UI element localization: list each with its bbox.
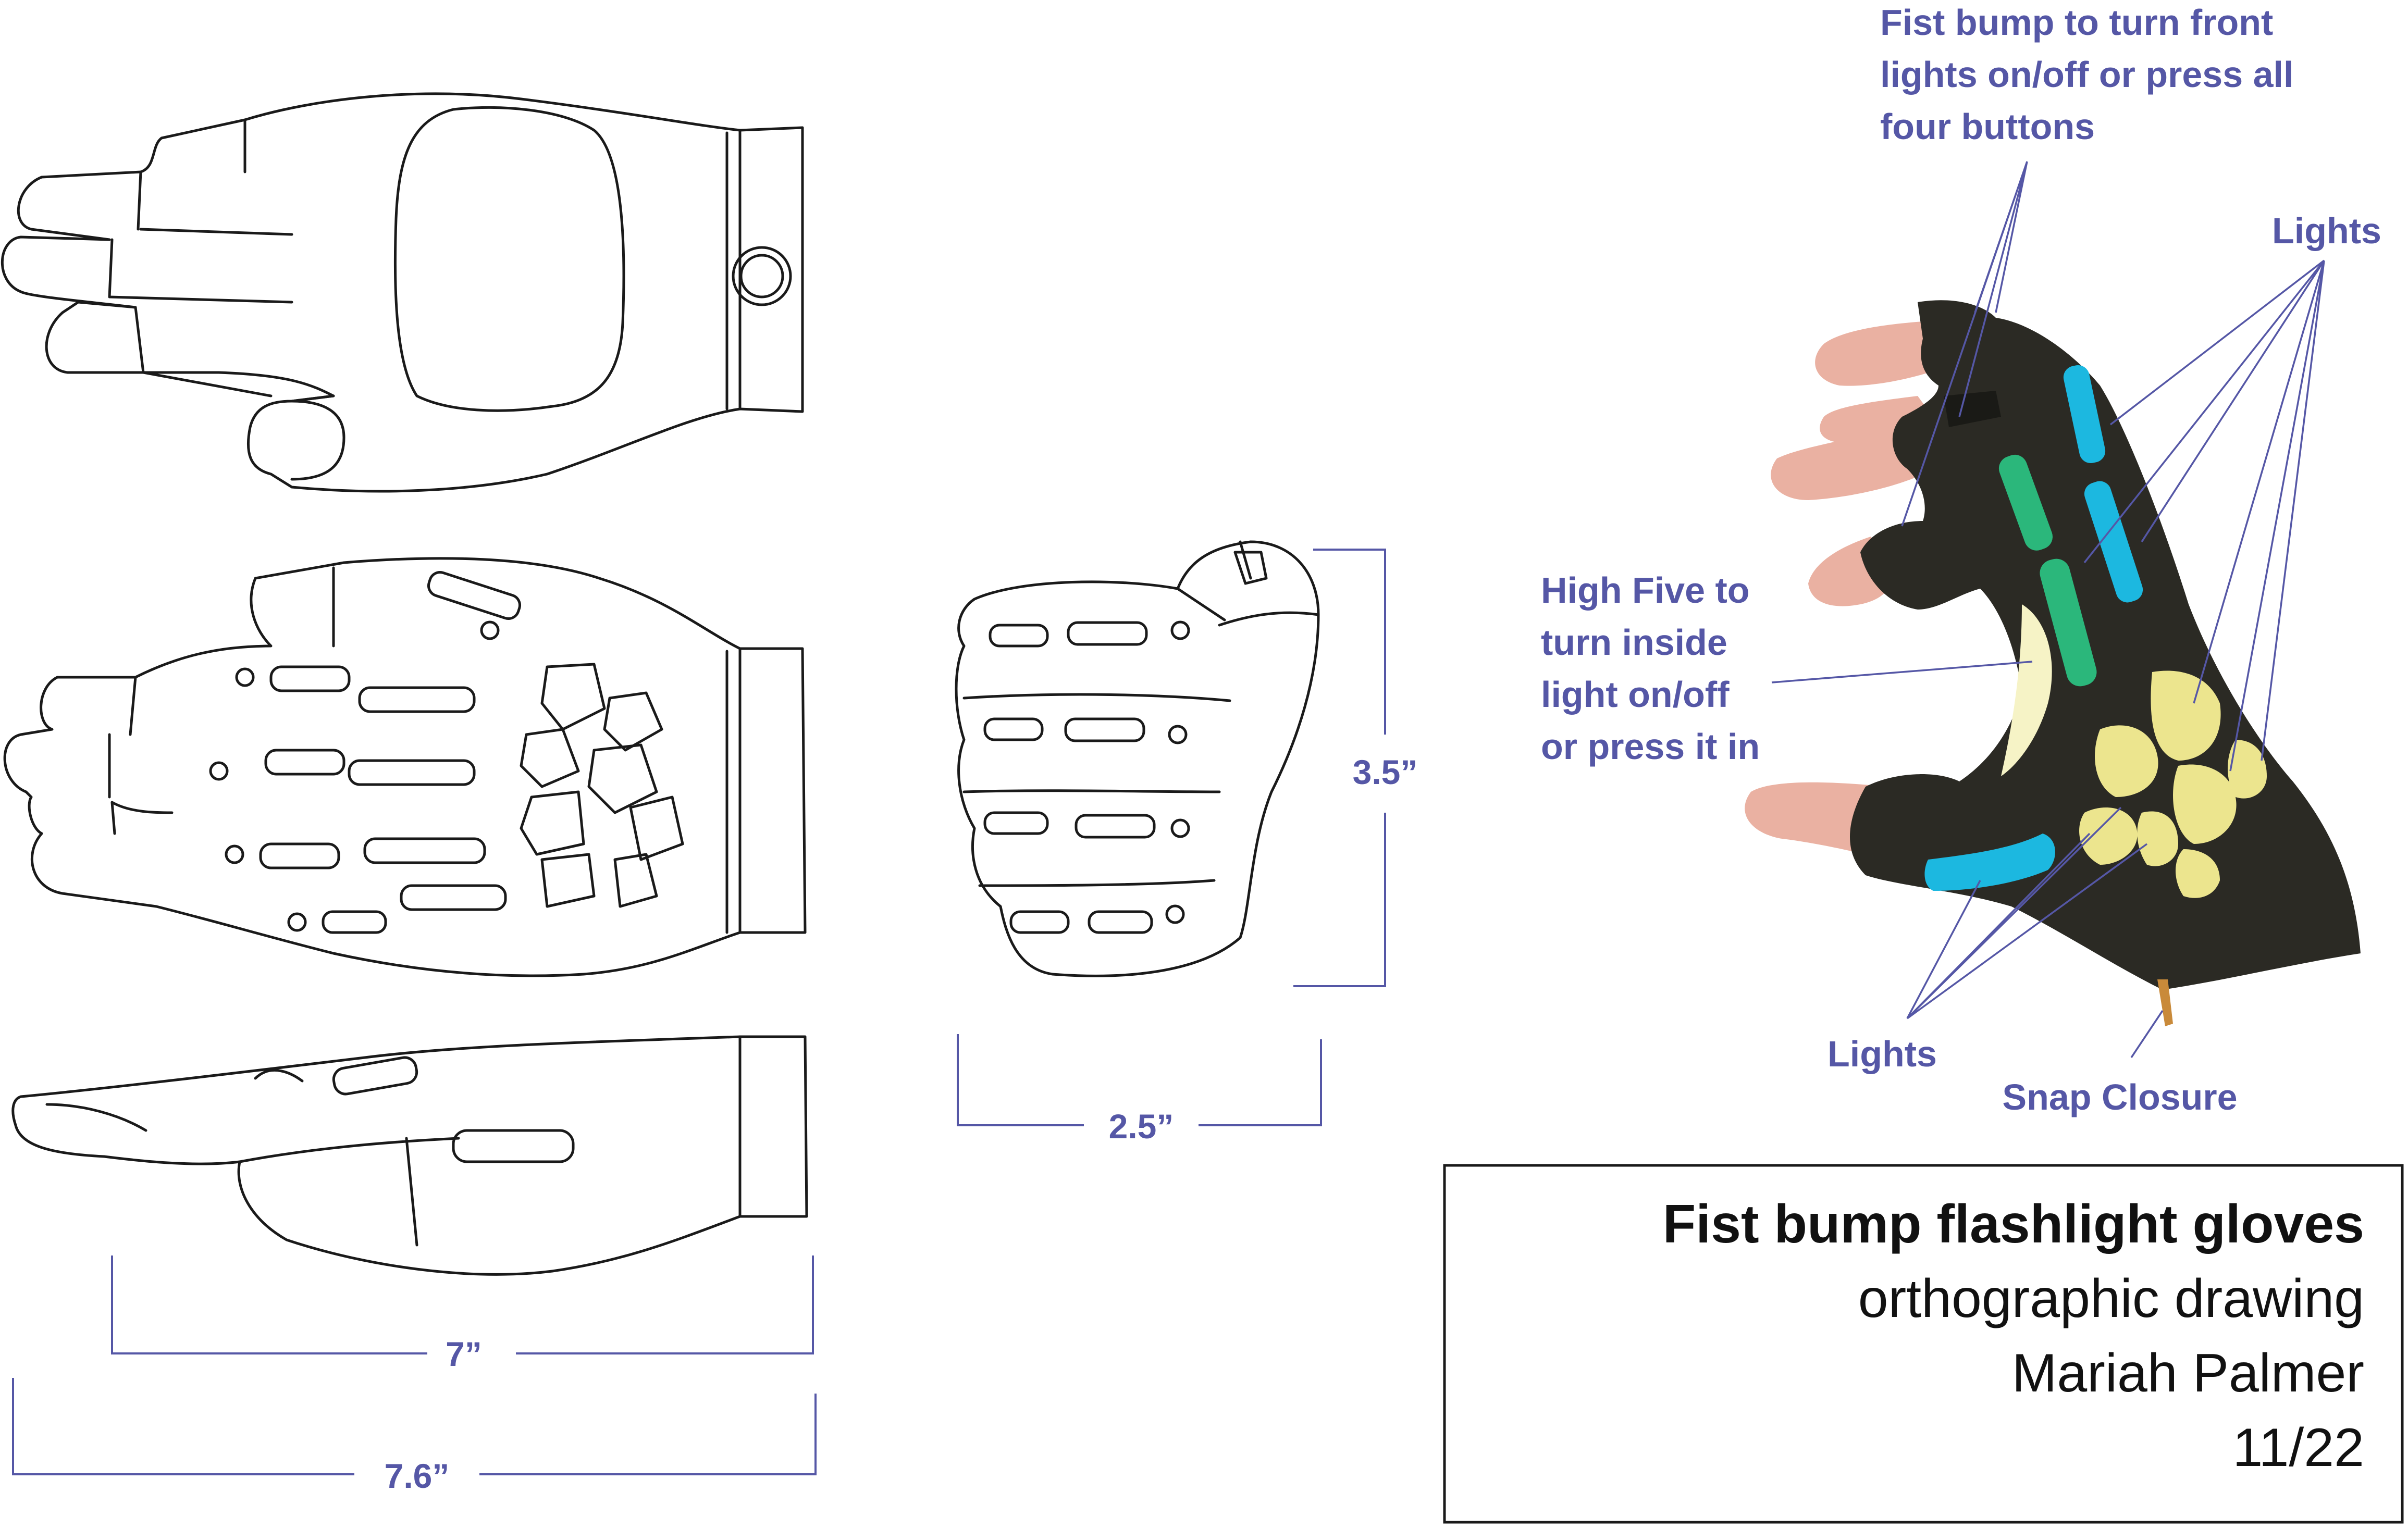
palm-view-glove	[3, 557, 807, 977]
fist-view-glove	[955, 540, 1320, 977]
dimension-total-length: 7.6”	[12, 1378, 817, 1495]
annotation-fist-bump-line-1: Fist bump to turn front	[1880, 2, 2273, 43]
top-view-thumb	[290, 400, 345, 481]
annotation-fist-bump-line-3: four buttons	[1880, 106, 2095, 147]
side-view-glove	[11, 1035, 808, 1276]
side-view-bone	[332, 1056, 418, 1096]
palm-view-bones	[209, 571, 684, 934]
title-block-frame	[1443, 1164, 2404, 1524]
dimension-fist-height: 3.5”	[1293, 549, 1418, 987]
top-view-palm-panel	[393, 106, 625, 412]
fingertip-top	[1815, 320, 1949, 386]
dimension-hand-length-label: 7”	[446, 1335, 482, 1373]
annotation-fist-bump-line-2: lights on/off or press all	[1880, 54, 2293, 95]
title-block-title: Fist bump flashlight gloves	[1663, 1194, 2364, 1254]
top-view-snap	[732, 246, 792, 306]
blue-light-1	[2063, 365, 2106, 464]
title-block-subtitle: orthographic drawing	[1858, 1269, 2364, 1329]
dimension-fist-width: 2.5”	[957, 1034, 1322, 1146]
title-block-date: 11/22	[2232, 1418, 2364, 1478]
annotation-snap-closure: Snap Closure	[2002, 1077, 2237, 1117]
annotation-high-five: High Five to turn inside light on/off or…	[1541, 570, 1760, 767]
leader-lines	[1771, 161, 2325, 1058]
annotation-fist-bump: Fist bump to turn front lights on/off or…	[1880, 2, 2293, 147]
annotation-high-five-line-3: light on/off	[1541, 674, 1730, 715]
top-view-glove	[1, 92, 804, 493]
colored-glove-illustration	[1745, 300, 2361, 1026]
annotation-high-five-line-1: High Five to	[1541, 570, 1750, 611]
dimension-fist-width-label: 2.5”	[1109, 1107, 1174, 1146]
annotation-lights-top: Lights	[2272, 210, 2381, 251]
annotation-lights-bottom: Lights	[1827, 1034, 1937, 1074]
fist-view-outline	[955, 540, 1320, 977]
inside-light	[2001, 604, 2052, 776]
top-view-outline	[1, 92, 804, 493]
dimension-hand-length: 7”	[111, 1255, 814, 1373]
side-view-bone	[452, 1129, 575, 1163]
top-view-snap-inner	[739, 254, 784, 299]
yellow-lights	[2079, 670, 2267, 898]
palm-view-outline	[3, 557, 807, 977]
green-light-1	[1998, 454, 2053, 551]
green-light-2	[2040, 558, 2097, 687]
glove-cuff-edge	[2157, 979, 2173, 1026]
blue-light-2	[2084, 481, 2143, 603]
annotation-high-five-line-2: turn inside	[1541, 622, 1727, 663]
palm-view-cuff	[725, 647, 742, 934]
side-view-details	[45, 1068, 460, 1247]
title-block-author: Mariah Palmer	[2012, 1343, 2364, 1403]
side-view-outline	[11, 1035, 808, 1276]
fist-view-bones	[983, 551, 1268, 934]
blue-light-3	[1924, 834, 2055, 891]
dimension-fist-height-label: 3.5”	[1353, 753, 1418, 791]
dimension-total-length-label: 7.6”	[385, 1457, 450, 1495]
top-view-finger-lines	[108, 118, 335, 403]
fingertip-third	[1771, 427, 1923, 500]
top-view-cuff	[725, 129, 742, 411]
annotation-high-five-line-4: or press it in	[1541, 726, 1760, 767]
glove-finger-divider	[1944, 391, 2001, 427]
fist-view-knuckles	[962, 540, 1320, 887]
glove-body	[1850, 300, 2361, 990]
title-block: Fist bump flashlight gloves orthographic…	[1443, 1164, 2404, 1524]
palm-view-finger-lines	[108, 566, 335, 835]
